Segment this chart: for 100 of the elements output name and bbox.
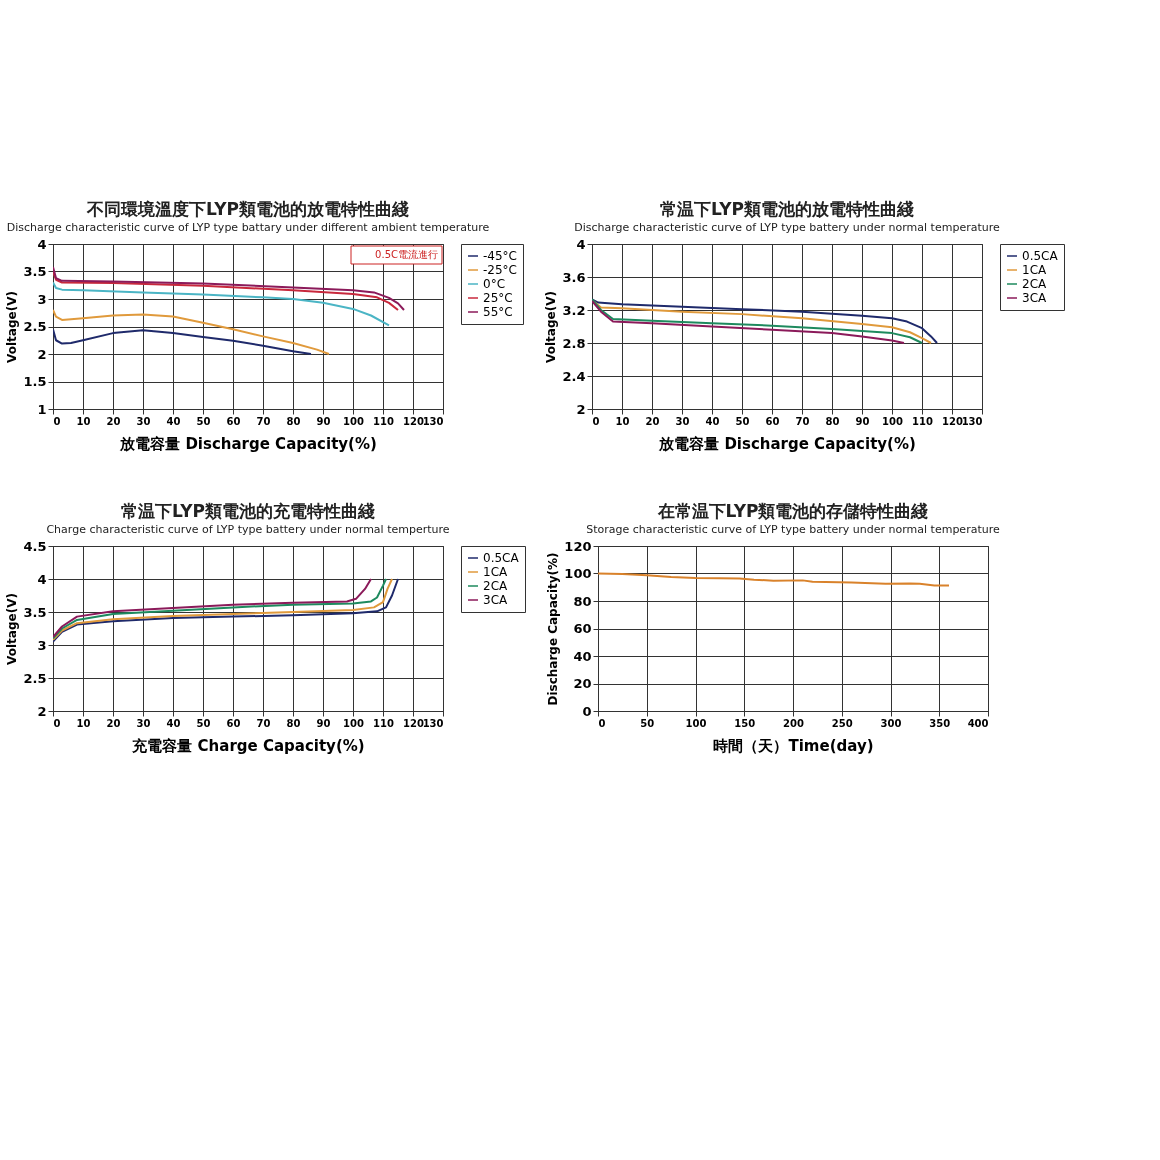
y-tick-label: 80 [573, 593, 592, 609]
x-tick-label: 30 [136, 415, 151, 427]
y-tick-label: 4 [37, 571, 47, 587]
x-tick-label: 120 [403, 415, 424, 427]
x-tick-label: 0 [53, 415, 61, 427]
y-tick-label: 4.5 [23, 538, 47, 554]
y-tick-label: 1 [37, 401, 47, 417]
x-tick-label: 10 [76, 717, 91, 729]
x-tick-label: 60 [226, 415, 241, 427]
y-axis-title: Discharge Capacity(%) [546, 552, 561, 706]
x-tick-label: 50 [196, 415, 211, 427]
y-tick-label: 2.8 [562, 335, 586, 351]
y-tick-label: 4 [576, 236, 586, 252]
x-axis-title: 放電容量 Discharge Capacity(%) [658, 434, 916, 453]
legend-label: 25°C [483, 291, 513, 305]
x-tick-label: 60 [226, 717, 241, 729]
x-tick-label: 60 [765, 415, 780, 427]
y-tick-label: 0 [582, 703, 592, 719]
y-tick-label: 2 [37, 346, 47, 362]
x-tick-label: 70 [256, 717, 271, 729]
y-tick-label: 3.2 [562, 302, 586, 318]
annotation: 0.5C電流進行 [375, 249, 438, 260]
x-tick-label: 80 [286, 415, 301, 427]
y-tick-label: 2 [37, 703, 47, 719]
x-tick-label: 30 [675, 415, 690, 427]
x-tick-label: 70 [795, 415, 810, 427]
x-tick-label: 20 [645, 415, 660, 427]
y-tick-label: 20 [573, 676, 592, 691]
chart-title: 常温下LYP類電池的放電特性曲綫 [660, 199, 914, 219]
legend-label: 0.5CA [1022, 249, 1059, 263]
y-tick-label: 40 [573, 648, 592, 664]
y-axis-title: Voltage(V) [5, 593, 20, 665]
x-tick-label: 50 [196, 717, 211, 729]
y-tick-label: 2 [576, 401, 586, 417]
line-series [53, 309, 330, 355]
x-tick-label: 30 [136, 717, 151, 729]
y-tick-label: 2.4 [562, 368, 586, 384]
x-tick-label: 40 [705, 415, 720, 427]
y-tick-label: 2.5 [23, 319, 47, 334]
legend-label: 55°C [483, 305, 513, 319]
x-tick-label: 40 [166, 717, 181, 729]
x-tick-label: 120 [942, 415, 963, 427]
x-tick-label: 0 [598, 717, 606, 729]
legend-label: 2CA [483, 579, 509, 593]
x-tick-label: 80 [825, 415, 840, 427]
legend-label: 0.5CA [483, 551, 520, 565]
y-tick-label: 120 [564, 538, 592, 554]
chart-subtitle: Discharge characteristic curve of LYP type battary under different ambient temperature [6, 221, 490, 234]
x-axis-title: 充電容量 Charge Capacity(%) [131, 736, 365, 755]
y-tick-label: 3.6 [562, 269, 586, 285]
x-tick-label: 100 [343, 717, 364, 729]
y-tick-label: 100 [564, 566, 592, 581]
line-series [53, 281, 390, 327]
x-tick-label: 200 [783, 717, 804, 729]
y-tick-label: 1.5 [23, 374, 47, 389]
x-tick-label: 400 [967, 717, 989, 729]
x-tick-label: 250 [831, 717, 853, 729]
y-tick-label: 3 [37, 291, 47, 307]
chart-subtitle: Discharge characteristic curve of LYP type battery under normal temperature [574, 221, 1000, 234]
x-tick-label: 300 [880, 717, 902, 729]
x-tick-label: 90 [316, 717, 331, 729]
x-tick-label: 100 [685, 717, 707, 729]
legend-label: -25°C [483, 263, 517, 277]
x-tick-label: 110 [373, 415, 394, 427]
legend-label: 3CA [1022, 291, 1048, 305]
x-axis-title: 放電容量 Discharge Capacity(%) [119, 434, 377, 453]
x-tick-label: 90 [855, 415, 870, 427]
x-tick-label: 20 [106, 717, 121, 729]
x-tick-label: 110 [912, 415, 933, 427]
y-axis-title: Voltage(V) [5, 291, 20, 363]
x-tick-label: 100 [343, 415, 364, 427]
legend-label: -45°C [483, 249, 517, 263]
chart-subtitle: Charge characteristic curve of LYP type battery under normal temperture [46, 523, 450, 536]
legend-label: 2CA [1022, 277, 1048, 291]
y-tick-label: 3.5 [23, 264, 47, 279]
x-tick-label: 50 [735, 415, 750, 427]
chart-title: 常温下LYP類電池的充電特性曲綫 [121, 501, 375, 521]
y-tick-label: 60 [573, 621, 592, 636]
x-tick-label: 80 [286, 717, 301, 729]
legend-label: 3CA [483, 593, 509, 607]
chart-title: 在常温下LYP類電池的存儲特性曲綫 [656, 501, 929, 521]
y-tick-label: 4 [37, 236, 47, 252]
x-tick-label: 10 [76, 415, 91, 427]
x-tick-label: 120 [403, 717, 424, 729]
x-axis-title: 時間（天）Time(day) [713, 736, 874, 755]
y-tick-label: 2.5 [23, 670, 47, 686]
chart-subtitle: Storage characteristic curve of LYP type battery under normal temperature [586, 523, 1000, 536]
legend-label: 1CA [483, 565, 509, 579]
x-tick-label: 0 [53, 717, 61, 729]
x-tick-label: 100 [882, 415, 903, 427]
x-tick-label: 50 [640, 717, 655, 729]
line-series [53, 328, 312, 355]
x-tick-label: 110 [373, 717, 394, 729]
legend-label: 0°C [483, 277, 506, 291]
x-tick-label: 10 [615, 415, 630, 427]
x-tick-label: 90 [316, 415, 331, 427]
x-tick-label: 40 [166, 415, 181, 427]
legend-label: 1CA [1022, 263, 1048, 277]
x-tick-label: 350 [929, 717, 951, 729]
line-series [598, 572, 950, 587]
